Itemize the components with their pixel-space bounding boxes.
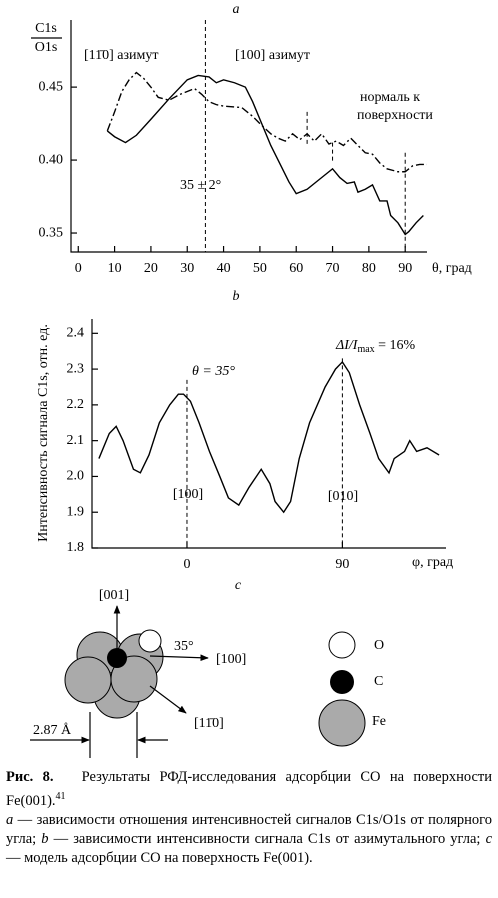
adsorption-model: c [001] [100] [11̄0] 35° 2.87 Å O C Fe	[30, 578, 386, 758]
annotation-part: = 16%	[375, 338, 416, 353]
y-tick-label: 0.45	[39, 79, 64, 94]
annotation-part: ΔI/I	[335, 338, 359, 353]
axis	[70, 20, 427, 253]
x-tick-label: 0	[183, 557, 190, 572]
legend-label: Fe	[372, 714, 386, 729]
x-tick-label: 90	[335, 557, 349, 572]
panel-label: b	[233, 289, 240, 304]
o-atom	[138, 629, 162, 653]
x-tick-label: 20	[144, 261, 158, 276]
legend-label: O	[374, 638, 384, 653]
c-atom	[107, 648, 127, 668]
y-tick-label: 0.40	[39, 152, 64, 167]
x-tick-label: 90	[398, 261, 412, 276]
caption-label: Рис. 8.	[6, 769, 54, 785]
x-tick-label: 80	[362, 261, 376, 276]
item-text: — модель адсорбции CO на поверхность Fe(…	[6, 849, 313, 866]
y-tick-label: 2.1	[67, 433, 85, 448]
annotation-part: max	[357, 344, 374, 355]
x-tick-label: 50	[253, 261, 267, 276]
x-tick-label: 60	[289, 261, 303, 276]
caption-text: Результаты РФД-исследования адсорбции CO…	[6, 769, 492, 809]
chart: b 1.8 1.9 2.0 2.1 2.2 2.3 2.4 0 90 φ, град Интенсив…	[36, 289, 453, 572]
data-line	[98, 360, 440, 514]
caption-ref: 41	[55, 791, 66, 802]
y-tick-label: 0.35	[39, 225, 64, 240]
legend-o	[328, 631, 356, 659]
panel-label: c	[235, 578, 242, 593]
item-letter: a	[6, 811, 14, 828]
axis-arrow	[149, 654, 209, 662]
x-axis-label: φ, град	[412, 555, 453, 570]
annotation: нормаль к	[360, 90, 420, 105]
annotation: [100]	[173, 487, 203, 502]
axis-arrow	[149, 685, 187, 714]
item-text: — зависимости отношения интенсивностей с…	[6, 811, 492, 847]
legend-fe	[318, 699, 366, 747]
y-tick-label: 2.4	[67, 326, 85, 341]
y-tick-label: 2.0	[67, 469, 85, 484]
item-letter: b	[41, 830, 49, 847]
y-axis-label: Интенсивность сигнала C1s, отн. ед.	[36, 324, 51, 542]
x-axis-label: θ, град	[432, 261, 472, 276]
annotation: ΔI/Imax = 16%	[335, 338, 416, 355]
legend-c	[330, 670, 354, 694]
data-line	[106, 74, 424, 236]
y-tick-label: 1.8	[67, 540, 85, 555]
axis-label: [001]	[99, 588, 129, 603]
caption-items: a — зависимости отношения интенсивностей…	[6, 811, 492, 868]
y-axis-label: C1s	[35, 21, 57, 36]
annotation: [010]	[328, 489, 358, 504]
spacing-label: 2.87 Å	[33, 722, 72, 738]
annotation: [100] азимут	[235, 48, 310, 63]
y-tick-label: 2.3	[67, 361, 85, 376]
axis	[91, 319, 446, 549]
angle-label: 35°	[174, 639, 194, 654]
annotation: [11̄0] азимут	[84, 48, 159, 63]
annotation: 35 ± 2°	[180, 178, 221, 193]
fe-atom	[64, 656, 112, 704]
caption-title: Рис. 8. Результаты РФД-исследования адсо…	[6, 768, 492, 811]
fe-atom	[110, 655, 158, 703]
x-tick-label: 0	[75, 261, 82, 276]
x-tick-label: 70	[326, 261, 340, 276]
y-axis-label: O1s	[35, 40, 58, 55]
chart: a 0.35 0.40 0.45 0 10 20 30 40 50 60 70 80 90 θ, град C…	[31, 2, 472, 276]
panel-label: a	[233, 2, 240, 17]
y-tick-label: 1.9	[67, 504, 85, 519]
x-tick-label: 40	[217, 261, 231, 276]
axis-label: [100]	[216, 652, 246, 667]
caption: Рис. 8. Результаты РФД-исследования адсо…	[6, 768, 492, 868]
annotation: θ = 35°	[192, 364, 235, 379]
axis-label: [11̄0]	[194, 716, 224, 731]
item-letter: c	[485, 830, 492, 847]
item-text: — зависимости интенсивности сигнала C1s …	[48, 830, 486, 847]
annotation: поверхности	[357, 108, 433, 123]
y-tick-label: 2.2	[67, 397, 85, 412]
legend-label: C	[374, 674, 383, 689]
x-tick-label: 30	[180, 261, 194, 276]
x-tick-label: 10	[108, 261, 122, 276]
